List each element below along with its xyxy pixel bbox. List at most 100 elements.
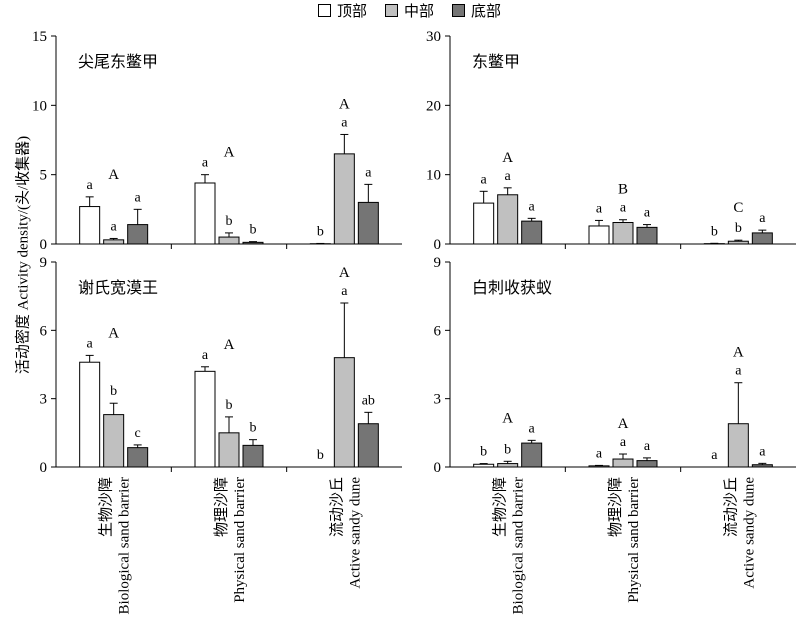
panel-3-bar [79, 361, 101, 468]
x-label-cn: 流动沙丘 [722, 477, 739, 537]
panel-4-significance-letter: a [620, 435, 627, 450]
panel-4-significance-letter: b [504, 442, 511, 457]
panel-3-title: 谢氏宽漠王 [78, 279, 158, 297]
panel-1-title: 尖尾东鳖甲 [78, 53, 158, 71]
panel-3-bar [194, 370, 216, 468]
x-label-en: Physical sand barrier [626, 477, 642, 603]
panel-2-bar [473, 202, 495, 245]
panel-2-group-letter: C [733, 200, 743, 216]
panel-1-group-letter: A [339, 96, 350, 112]
panel-4-y-tick-label: 9 [434, 255, 442, 271]
panel-2-bar [727, 240, 749, 245]
panel-3-significance-letter: a [202, 348, 209, 363]
panel-2-significance-letter: a [644, 206, 651, 221]
panel-3-y-tick-label: 3 [40, 392, 48, 408]
panel-2-bar [751, 232, 773, 245]
x-label-en: Physical sand barrier [232, 477, 248, 603]
x-label-cn: 生物沙障 [97, 477, 115, 537]
legend-item-bottom: 底部 [452, 0, 501, 21]
panel-4-significance-letter: a [529, 421, 536, 436]
panel-4-y-tick-label: 0 [434, 460, 442, 476]
panel-4-significance-letter: a [759, 444, 766, 459]
legend-label-middle: 中部 [404, 3, 435, 20]
panel-2-significance-letter: a [596, 201, 603, 216]
panel-1-significance-letter: a [202, 156, 209, 171]
panel-3-bar [333, 357, 355, 468]
x-label-en: Active sandy dune [347, 477, 363, 589]
panel-3-y-tick-label: 6 [40, 323, 48, 339]
panel-2-significance-letter: a [505, 169, 512, 184]
panel-2-bar [588, 225, 610, 245]
panel-3-y-tick-label: 0 [40, 460, 48, 476]
panel-4-group-letter: A [618, 416, 629, 432]
panel-1-bar [127, 224, 149, 245]
panel-1-bar [357, 201, 379, 245]
panel-1-significance-letter: a [365, 165, 372, 180]
legend-label-top: 顶部 [337, 3, 368, 20]
panel-3-significance-letter: a [87, 336, 94, 351]
panel-4-bar [497, 463, 519, 468]
panel-2-significance-letter: a [529, 199, 536, 214]
panel-4-bar [588, 465, 610, 468]
legend-item-middle: 中部 [385, 0, 434, 21]
panel-4-y-tick-label: 6 [434, 323, 442, 339]
panel-4-bar [636, 460, 658, 468]
panel-2-significance-letter: a [759, 211, 766, 226]
legend-swatch-middle [385, 3, 399, 17]
panel-3-significance-letter: c [135, 426, 141, 441]
x-label-en: Biological sand barrier [511, 477, 527, 614]
panel-3-significance-letter: b [226, 398, 233, 413]
panel-4-significance-letter: a [644, 439, 651, 454]
legend-item-top: 顶部 [318, 0, 367, 21]
panel-3-bar [218, 432, 240, 468]
panel-3-group-letter: A [339, 265, 350, 281]
panel-4-significance-letter: a [735, 364, 742, 379]
panel-1-group-letter: A [224, 145, 235, 161]
panel-1-bar [242, 241, 264, 245]
panel-2-y-tick-label: 20 [426, 98, 441, 114]
legend-swatch-bottom [452, 3, 466, 17]
panel-2-bar [612, 222, 634, 245]
panel-2-significance-letter: a [481, 172, 488, 187]
panel-1-y-tick-label: 10 [32, 98, 47, 114]
panel-3-group-letter: A [224, 337, 235, 353]
x-label-cn: 物理沙障 [606, 477, 624, 537]
panel-2-bar [497, 194, 519, 245]
panel-1-y-tick-label: 0 [40, 237, 48, 253]
panel-4-bar [612, 458, 634, 468]
panel-4-bar [727, 423, 749, 468]
panel-3-significance-letter: ab [362, 393, 375, 408]
panel-1-significance-letter: a [341, 115, 348, 130]
panel-1-group-letter: A [108, 167, 119, 183]
panel-1-bar [79, 206, 101, 245]
x-label-cn: 生物沙障 [491, 477, 509, 537]
panel-2-y-tick-label: 0 [434, 237, 442, 253]
panel-2-bar [636, 226, 658, 245]
panel-4-group-letter: A [502, 410, 513, 426]
panel-4-y-tick-label: 3 [434, 392, 442, 408]
panel-3-y-tick-label: 9 [40, 255, 48, 271]
panel-3-group-letter: A [108, 325, 119, 341]
panel-1-significance-letter: b [317, 224, 324, 239]
legend-swatch-top [318, 3, 331, 17]
panel-3-bar [103, 414, 125, 468]
panel-2-significance-letter: b [735, 221, 742, 236]
panel-4-significance-letter: b [480, 445, 487, 460]
panel-4-group-letter: A [733, 345, 744, 361]
panel-4-bar [473, 463, 495, 468]
panel-2-significance-letter: b [711, 224, 718, 239]
panel-3-significance-letter: b [110, 384, 117, 399]
panel-2-title: 东鳖甲 [472, 53, 520, 71]
panel-1-bar [218, 236, 240, 245]
panel-3-significance-letter: a [341, 284, 348, 299]
x-label-en: Active sandy dune [741, 477, 757, 589]
x-label-cn: 物理沙障 [212, 477, 230, 537]
panel-3-significance-letter: b [317, 448, 324, 463]
legend-label-bottom: 底部 [471, 3, 502, 20]
x-label-en: Biological sand barrier [117, 477, 133, 614]
panel-2-y-tick-label: 30 [426, 29, 441, 45]
panel-4-significance-letter: a [711, 448, 718, 463]
panel-1-significance-letter: b [226, 214, 233, 229]
panel-4-title: 白刺收获蚁 [472, 279, 552, 297]
panel-2-y-tick-label: 10 [426, 168, 441, 184]
